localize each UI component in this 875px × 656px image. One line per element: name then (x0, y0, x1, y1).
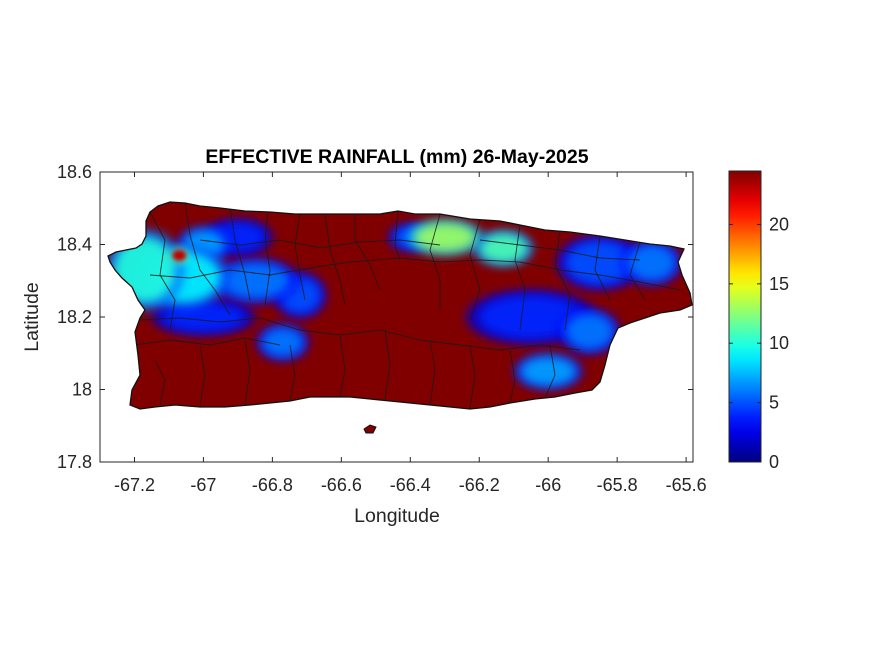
rain-area-south-central-hills (262, 327, 304, 357)
boundary-line (244, 339, 251, 406)
rain-area-southwest-interior (162, 302, 245, 332)
boundary-line (394, 210, 401, 261)
boundary-line (554, 230, 571, 331)
y-tick-label: 18.6 (57, 162, 92, 182)
y-tick-label: 18 (72, 380, 92, 400)
x-tick-label: -66.4 (390, 475, 431, 495)
x-tick-label: -65.6 (666, 475, 707, 495)
boundary-line (139, 317, 581, 351)
boundary-line (339, 334, 346, 398)
colorbar-tick-label: 0 (769, 452, 779, 472)
boundary-line (469, 218, 481, 321)
municipality-boundaries (134, 202, 681, 409)
boundary-line (544, 344, 556, 399)
boundary-line (479, 239, 641, 261)
boundary-line (294, 213, 306, 301)
boundary-line (289, 344, 296, 402)
rain-area-northern-coast (413, 222, 476, 252)
y-tick-label: 17.8 (57, 452, 92, 472)
boundary-line (469, 344, 476, 409)
boundary-line (184, 202, 231, 316)
y-tick-label: 18.2 (57, 307, 92, 327)
x-tick-label: -66.6 (321, 475, 362, 495)
colorbar-tick-label: 15 (769, 274, 789, 294)
y-tick-label: 18.4 (57, 235, 92, 255)
rain-area-far-northeast (627, 244, 676, 281)
boundary-line (384, 329, 391, 401)
colorbar-ticks: 0 5 10 15 20 (729, 214, 789, 472)
x-axis-label: Longitude (354, 505, 440, 527)
y-axis-ticks: 17.8 18 18.2 18.4 18.6 (57, 162, 693, 472)
x-tick-label: -67 (190, 475, 216, 495)
colorbar-tick-label: 10 (769, 333, 789, 353)
boundary-line (324, 213, 346, 306)
boundary-line (629, 241, 646, 301)
boundary-line (354, 214, 381, 291)
rain-area-west-central (220, 262, 290, 299)
boundary-line (149, 211, 176, 331)
boundary-line (264, 211, 271, 306)
x-tick-label: -66.8 (252, 475, 293, 495)
x-axis-ticks: -67.2 -67 -66.8 -66.6 -66.4 -66.2 -66 -65.8 -65.… (114, 172, 707, 495)
boundary-line (229, 207, 251, 301)
y-axis-label: Latitude (21, 282, 43, 351)
small-island (363, 424, 377, 434)
rain-area-western-peak (172, 249, 187, 261)
x-tick-label: -66 (535, 475, 561, 495)
boundary-line (594, 235, 611, 301)
colorbar-tick-label: 20 (769, 214, 789, 234)
rain-area-southeast (520, 356, 576, 386)
boundary-line (199, 239, 441, 249)
colorbar (728, 170, 762, 463)
boundary-line (429, 213, 441, 310)
x-tick-label: -66.2 (459, 475, 500, 495)
boundary-line (199, 344, 206, 406)
chart-title: EFFECTIVE RAINFALL (mm) 26-May-2025 (205, 146, 588, 168)
rain-area-east-central (479, 295, 583, 339)
rain-area-east (565, 313, 614, 350)
boundary-line (149, 257, 681, 291)
rain-area-northeast (565, 240, 635, 285)
boundary-line (514, 224, 526, 331)
coastline (107, 201, 693, 410)
boundary-line (429, 339, 436, 406)
boundary-line (154, 359, 166, 406)
x-tick-label: -67.2 (114, 475, 155, 495)
x-tick-label: -65.8 (597, 475, 638, 495)
colorbar-tick-label: 5 (769, 393, 779, 413)
boundary-line (134, 337, 281, 346)
rain-area-northern-coast-east (479, 233, 528, 263)
boundary-line (509, 349, 516, 404)
